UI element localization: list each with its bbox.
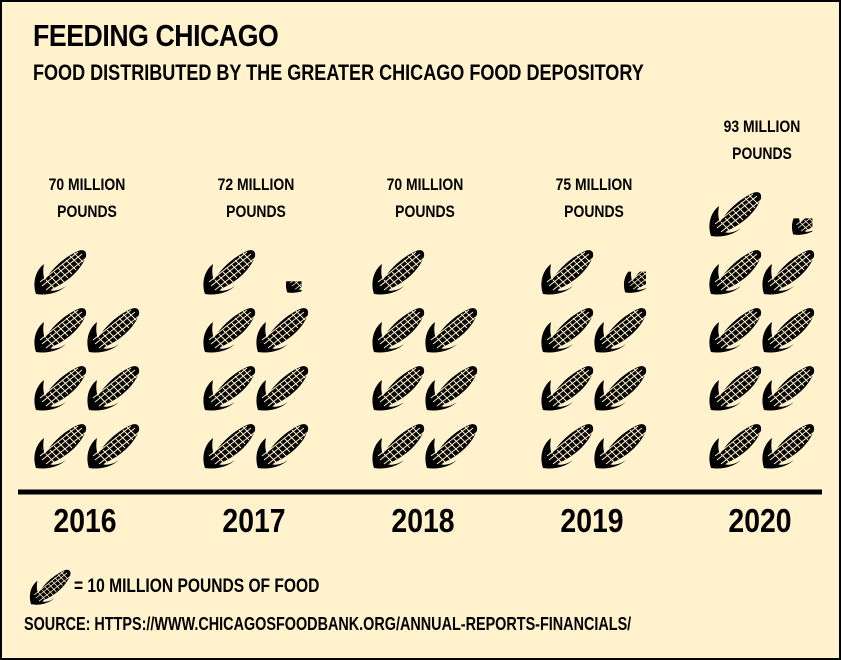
- corn-2020-2: [762, 424, 814, 468]
- corn-2017-6: [256, 308, 308, 352]
- corn-2016-4: [87, 366, 139, 410]
- corn-partial-2020: [792, 199, 833, 235]
- year-label-2016: 2016: [53, 502, 117, 539]
- corn-2020-5: [709, 308, 761, 352]
- corn-2017-5: [203, 308, 255, 352]
- corn-2019-5: [541, 308, 593, 352]
- corn-2017-2: [256, 424, 308, 468]
- corn-2016-6: [87, 308, 139, 352]
- corn-icon: [28, 565, 72, 609]
- corn-2018-5: [372, 308, 424, 352]
- legend: = 10 MILLION POUNDS OF FOOD: [28, 565, 373, 609]
- corn-2018-1: [372, 424, 424, 468]
- corn-2020-9: [709, 192, 761, 236]
- corn-2019-1: [541, 424, 593, 468]
- value-label-2019: 75 MILLION POUNDS: [555, 175, 633, 221]
- corn-2020-3: [709, 366, 761, 410]
- corn-2018-2: [425, 424, 477, 468]
- corn-2019-7: [541, 250, 593, 294]
- chart-subtitle: FOOD DISTRIBUTED BY THE GREATER CHICAGO …: [33, 60, 644, 85]
- corn-2019-3: [541, 366, 593, 410]
- year-label-2020: 2020: [728, 502, 792, 539]
- corn-2017-1: [203, 424, 255, 468]
- corn-2017-3: [203, 366, 255, 410]
- year-label-2019: 2019: [560, 502, 624, 539]
- corn-partial-2017: [286, 257, 327, 293]
- corn-2016-5: [34, 308, 86, 352]
- corn-partial-2019: [624, 257, 665, 293]
- source-note: SOURCE: HTTPS://WWW.CHICAGOSFOODBANK.ORG…: [24, 614, 632, 634]
- corn-2019-6: [594, 308, 646, 352]
- corn-2020-1: [709, 424, 761, 468]
- corn-2017-7: [203, 250, 255, 294]
- legend-text: = 10 MILLION POUNDS OF FOOD: [74, 576, 320, 597]
- value-label-2020: 93 MILLION POUNDS: [723, 117, 801, 163]
- corn-2018-6: [425, 308, 477, 352]
- corn-2020-4: [762, 366, 814, 410]
- corn-2020-7: [709, 250, 761, 294]
- corn-2019-2: [594, 424, 646, 468]
- year-label-2018: 2018: [391, 502, 455, 539]
- corn-2016-3: [34, 366, 86, 410]
- corn-2018-3: [372, 366, 424, 410]
- chart-title: FEEDING CHICAGO: [33, 18, 279, 53]
- corn-2016-1: [34, 424, 86, 468]
- year-label-2017: 2017: [222, 502, 286, 539]
- corn-2018-7: [372, 250, 424, 294]
- corn-2019-4: [594, 366, 646, 410]
- corn-2016-2: [87, 424, 139, 468]
- corn-2016-7: [34, 250, 86, 294]
- corn-2018-4: [425, 366, 477, 410]
- corn-2017-4: [256, 366, 308, 410]
- value-label-2016: 70 MILLION POUNDS: [48, 175, 126, 221]
- value-label-2017: 72 MILLION POUNDS: [217, 175, 295, 221]
- value-label-2018: 70 MILLION POUNDS: [386, 175, 464, 221]
- corn-2020-8: [762, 250, 814, 294]
- corn-2020-6: [762, 308, 814, 352]
